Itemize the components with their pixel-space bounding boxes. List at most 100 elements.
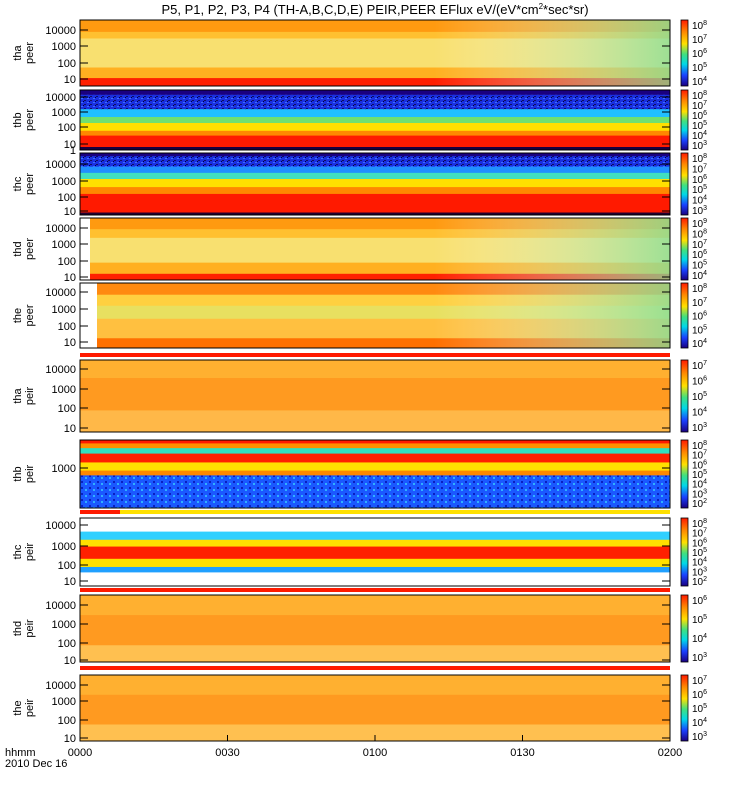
colorbar-tick-label: 102 [692, 576, 707, 588]
energy-band [80, 440, 670, 444]
colorbar-tick-base: 10 [692, 538, 704, 549]
colorbar-tick-label: 104 [692, 479, 707, 491]
colorbar-tick-exponent: 7 [703, 34, 707, 41]
colorbar-tick-label: 106 [692, 459, 707, 471]
energy-band [80, 453, 670, 463]
ylabel-species: peir [24, 619, 36, 638]
late-time-fade [80, 283, 670, 348]
colorbar-tick-exponent: 2 [703, 498, 707, 505]
colorbar-tick-exponent: 5 [703, 391, 707, 398]
spectrogram-thb-peir [80, 440, 670, 509]
colorbar-tick-base: 10 [692, 185, 704, 196]
data-gap [80, 283, 97, 348]
ytick-label: 100 [58, 321, 76, 333]
ylabel-probe: thb [12, 112, 24, 127]
colorbar-tick-base: 10 [692, 63, 704, 74]
colorbar-tick-base: 10 [692, 101, 704, 112]
spectrogram-thd-peir [80, 595, 670, 663]
colorbar-tick-base: 10 [692, 441, 704, 452]
colorbar-tick-exponent: 4 [703, 76, 707, 83]
colorbar-tick-exponent: 7 [703, 528, 707, 535]
colorbar-tick-base: 10 [692, 77, 704, 88]
colorbar-tick-exponent: 4 [703, 717, 707, 724]
colorbar-tick-exponent: 3 [703, 422, 707, 429]
colorbar-tick-base: 10 [692, 596, 704, 607]
x-axis-row-label: hhmm [5, 747, 36, 759]
ytick-label: 10 [64, 733, 76, 745]
energy-band [80, 470, 670, 476]
colorbar-tick-exponent: 7 [703, 239, 707, 246]
colorbar-tick-base: 10 [692, 423, 704, 434]
colorbar-tick-exponent: 4 [703, 130, 707, 137]
ytick-label: 10 [64, 139, 76, 151]
colorbar-tick-base: 10 [692, 392, 704, 403]
ylabel-species: peir [24, 386, 36, 405]
colorbar-tick-base: 10 [692, 690, 704, 701]
colorbar-tick-label: 106 [692, 537, 707, 549]
colorbar-tick-base: 10 [692, 377, 704, 388]
colorbar-tick-exponent: 5 [703, 324, 707, 331]
colorbar-tick-label: 103 [692, 566, 707, 578]
colorbar-tick-base: 10 [692, 577, 704, 588]
energy-band [80, 675, 670, 696]
colorbar-tick-base: 10 [692, 470, 704, 481]
colorbar-tick-label: 103 [692, 140, 707, 152]
ytick-label: 10 [64, 655, 76, 667]
colorbar-tick-exponent: 8 [703, 153, 707, 160]
colorbar-tick-base: 10 [692, 250, 704, 261]
colorbar-tick-label: 105 [692, 62, 707, 74]
spectrogram-tha-peir [80, 360, 670, 433]
colorbar-tick-label: 107 [692, 675, 707, 687]
energy-band [80, 443, 670, 449]
colorbar-scale [680, 439, 689, 509]
colorbar-tick-base: 10 [692, 325, 704, 336]
energy-band [80, 360, 670, 379]
energy-band [80, 566, 670, 573]
colorbar-tick-exponent: 5 [703, 120, 707, 127]
colorbar-tick-label: 105 [692, 547, 707, 559]
colorbar-tick-base: 10 [692, 653, 704, 664]
energy-band [80, 130, 670, 137]
colorbar-tick-label: 105 [692, 703, 707, 715]
colorbar-tick-exponent: 4 [703, 270, 707, 277]
energy-band [80, 135, 670, 148]
energy-band [80, 117, 670, 124]
panel-frame [79, 217, 671, 281]
saturation-strip [80, 666, 670, 670]
ytick-label: 1000 [52, 463, 76, 475]
energy-band [80, 694, 670, 725]
colorbar-tick-label: 104 [692, 195, 707, 207]
colorbar-tick-exponent: 6 [703, 249, 707, 256]
late-time-fade [80, 218, 670, 280]
colorbar-tick-label: 108 [692, 228, 707, 240]
colorbar-tick-exponent: 3 [703, 140, 707, 147]
colorbar-tick-base: 10 [692, 676, 704, 687]
colorbar-tick-label: 104 [692, 407, 707, 419]
ytick-label: 1 [70, 145, 76, 157]
energy-band [80, 539, 670, 548]
colorbar-tick-exponent: 9 [703, 218, 707, 225]
ylabel-probe: thd [12, 621, 24, 636]
ylabel-species: peir [24, 698, 36, 717]
colorbar-tick-exponent: 8 [703, 20, 707, 27]
colorbar-tick-base: 10 [692, 131, 704, 142]
ylabel-species: peer [24, 173, 36, 195]
colorbar-scale [680, 594, 689, 663]
energy-band [80, 546, 670, 560]
colorbar-tick-exponent: 6 [703, 110, 707, 117]
ytick-label: 100 [58, 560, 76, 572]
colorbar-tick-base: 10 [692, 408, 704, 419]
ytick-label: 10000 [45, 364, 76, 376]
ytick-label: 1000 [52, 107, 76, 119]
colorbar-tick-label: 108 [692, 440, 707, 452]
late-time-fade [80, 20, 670, 86]
x-axis-date-label: 2010 Dec 16 [5, 758, 67, 770]
colorbar-tick-label: 109 [692, 218, 707, 230]
colorbar-tick-label: 108 [692, 153, 707, 165]
energy-band [80, 147, 670, 151]
